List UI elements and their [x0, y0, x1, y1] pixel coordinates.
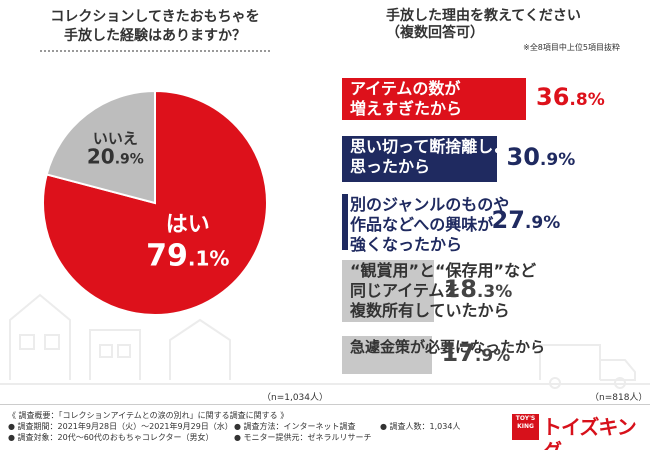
bar-label-5: 急遽金策が必要になったから: [350, 338, 546, 356]
survey-footer: 《 調査概要：「コレクションアイテムとの涙の別れ」に関する調査に関する 》 ● …: [0, 407, 650, 450]
pie-slice-value-yes: 79.1%: [146, 239, 229, 274]
pie-question-title: コレクションしてきたおもちゃを 手放した経験はありますか？: [40, 8, 270, 52]
toyskinglogo: TOY'S KING トイズキング: [512, 414, 644, 450]
bar-1: [342, 78, 526, 120]
bar-5: [342, 336, 432, 374]
logo-mark: TOY'S KING: [512, 414, 539, 440]
bar-3: [342, 194, 482, 250]
pie-question-line2: 手放した経験はありますか？: [40, 27, 270, 52]
bar-question-line2: （複数回答可）: [386, 25, 484, 41]
pie-slice-label-no: いいえ: [93, 130, 138, 148]
bar-sample-size: （n=818人）: [590, 393, 648, 403]
pie-slice-value-no: 20.9%: [87, 145, 144, 169]
pie-sample-size: （n=1,034人）: [262, 393, 329, 403]
bar-value-1: 36.8%: [536, 83, 605, 111]
bar-question-title: 手放した理由を教えてください （複数回答可）: [386, 8, 626, 42]
logo-mark-line2: KING: [517, 423, 534, 430]
pie-slice-label-yes: はい: [166, 213, 210, 238]
pie-slice-no: [45, 89, 156, 205]
infographic-panel: コレクションしてきたおもちゃを 手放した経験はありますか？ 手放した理由を教えて…: [0, 8, 650, 405]
bar-value-4: 18.3%: [443, 275, 513, 303]
logo-wordmark: トイズキング: [542, 415, 637, 450]
survey-count: ● 調査人数：1,034人: [380, 422, 461, 431]
bar-value-5: 17.9%: [441, 339, 511, 367]
bar-question-line1: 手放した理由を教えてください: [386, 8, 581, 24]
bar-2: [342, 136, 497, 182]
bar-value-2: 30.9%: [506, 143, 576, 171]
survey-target: ● 調査対象：20代～60代のおもちゃコレクター（男女）: [8, 433, 214, 442]
logo-mark-line1: TOY'S: [515, 415, 536, 422]
bar-question-note: ※全8項目中上位5項目抜粋: [523, 43, 620, 52]
bar-label-3: 別のジャンルのものや 作品などへの興味が 強くなったから: [350, 195, 510, 254]
bar-value-3: 27.9%: [491, 206, 561, 234]
bar-label-1: アイテムの数が 増えすぎたから: [350, 79, 463, 118]
bar-4: [342, 260, 434, 322]
bar-label-2: 思い切って断捨離しようと 思ったから: [350, 137, 542, 176]
survey-period: ● 調査期間：2021年9月28日（火）～2021年9月29日（水）: [8, 422, 233, 431]
survey-method: ● 調査方法：インターネット調査: [234, 422, 356, 431]
survey-overview-heading: 《 調査概要：「コレクションアイテムとの涙の別れ」に関する調査に関する 》: [8, 411, 289, 420]
pie-question-line1: コレクションしてきたおもちゃを: [50, 9, 260, 25]
bar-label-4: “観賞用”と“保存用”など 同じアイテムを 複数所有していたから: [350, 261, 537, 320]
survey-provider: ● モニター提供元：ゼネラルリサーチ: [234, 433, 372, 442]
